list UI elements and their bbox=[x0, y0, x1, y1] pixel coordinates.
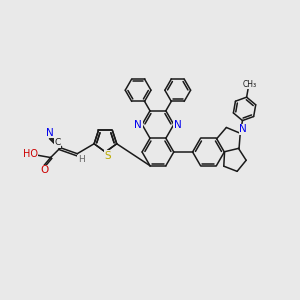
Text: CH₃: CH₃ bbox=[242, 80, 256, 89]
Text: N: N bbox=[46, 128, 53, 138]
Text: H: H bbox=[78, 155, 85, 164]
Text: N: N bbox=[239, 124, 247, 134]
Text: N: N bbox=[174, 119, 182, 130]
Text: N: N bbox=[134, 119, 142, 130]
Text: HO: HO bbox=[22, 149, 38, 159]
Text: O: O bbox=[40, 165, 48, 175]
Text: C: C bbox=[54, 138, 61, 147]
Text: S: S bbox=[104, 151, 111, 161]
